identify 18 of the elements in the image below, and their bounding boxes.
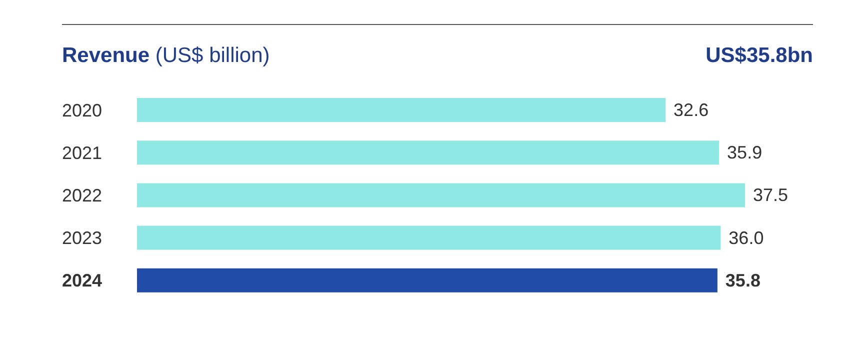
y-tick-label: 2023 <box>62 228 102 248</box>
bar <box>137 140 720 165</box>
y-tick-label: 2022 <box>62 186 102 206</box>
y-tick-label: 2024 <box>62 270 102 291</box>
data-label: 36.0 <box>728 228 764 248</box>
data-label: 35.9 <box>727 142 762 163</box>
y-tick-label: 2020 <box>62 100 102 120</box>
bar <box>137 183 745 208</box>
chart-title: Revenue <box>62 44 150 67</box>
bar <box>137 268 718 292</box>
data-label: 32.6 <box>674 100 709 120</box>
chart-subtitle: (US$ billion) <box>155 44 270 67</box>
bar <box>137 226 721 250</box>
data-label: 35.8 <box>725 270 760 290</box>
data-label: 37.5 <box>753 185 788 206</box>
text: US$35.8bn <box>706 44 813 68</box>
bar <box>137 98 666 122</box>
y-tick-label: 2021 <box>62 142 102 163</box>
